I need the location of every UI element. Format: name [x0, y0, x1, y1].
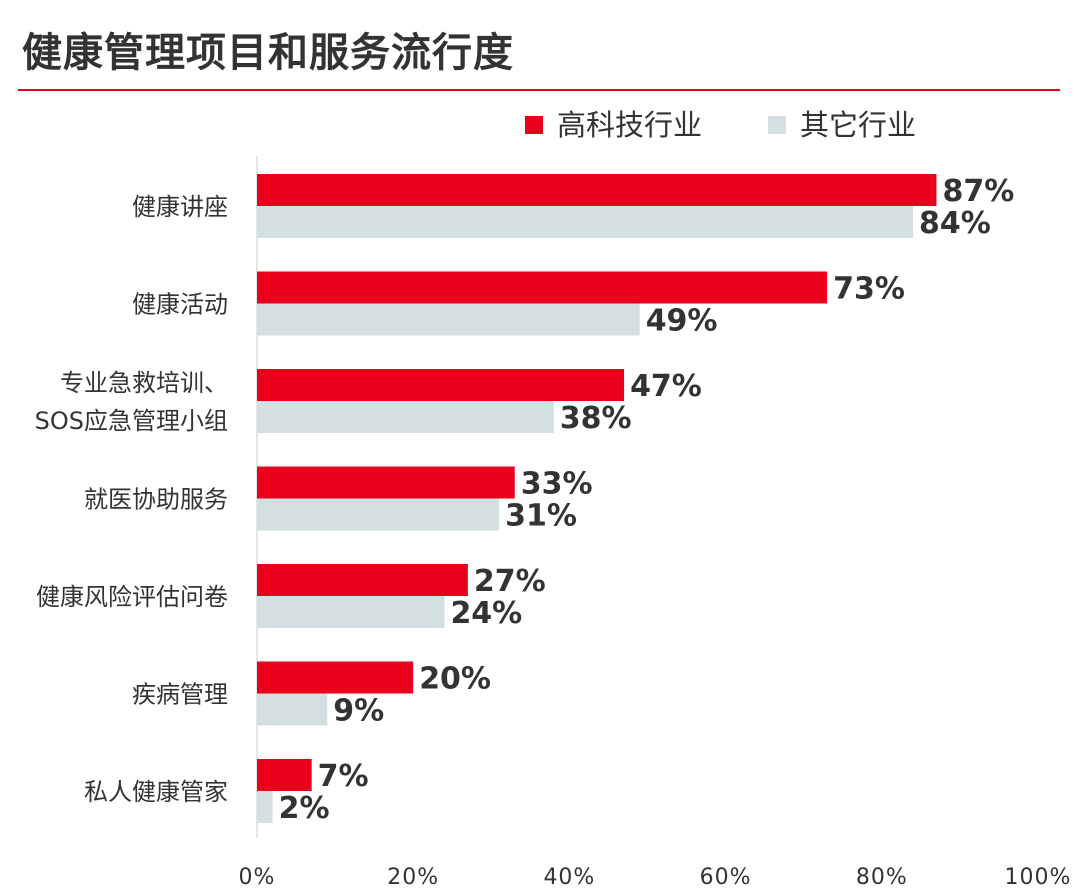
- bar-7-series-2: [257, 791, 273, 823]
- value-label-4-series-1: 33%: [521, 467, 593, 502]
- chart-title: 健康管理项目和服务流行度: [22, 30, 514, 76]
- category-label-7: 私人健康管家: [84, 778, 228, 806]
- value-label-1-series-2: 84%: [919, 206, 991, 241]
- x-tick-label-2: 20%: [387, 865, 439, 890]
- value-label-5-series-1: 27%: [474, 564, 546, 599]
- x-tick-label-1: 0%: [239, 865, 276, 890]
- value-label-1-series-1: 87%: [942, 174, 1014, 209]
- category-label-1: 健康讲座: [132, 193, 228, 221]
- value-label-7-series-1: 7%: [318, 759, 369, 794]
- value-label-4-series-2: 31%: [505, 499, 577, 534]
- bar-2-series-1: [257, 271, 828, 304]
- category-label-6: 疾病管理: [132, 681, 228, 709]
- x-tick-label-3: 40%: [543, 865, 595, 890]
- bar-5-series-1: [257, 564, 468, 596]
- value-label-7-series-2: 2%: [279, 791, 330, 826]
- category-label-3-line-2: SOS应急管理小组: [35, 407, 228, 435]
- category-label-3-line-1: 专业急救培训、: [60, 369, 228, 397]
- value-label-3-series-2: 38%: [560, 401, 632, 436]
- x-tick-label-4: 60%: [700, 865, 752, 890]
- title-divider: [18, 89, 1060, 91]
- bar-6-series-2: [257, 693, 328, 726]
- value-label-5-series-2: 24%: [450, 596, 522, 631]
- bar-6-series-1: [257, 661, 414, 694]
- bar-4-series-1: [257, 466, 515, 499]
- legend-label-1: 高科技行业: [557, 108, 702, 142]
- category-label-4: 就医协助服务: [84, 486, 228, 514]
- bar-1-series-2: [257, 206, 914, 238]
- bar-2-series-2: [257, 303, 640, 336]
- bar-5-series-2: [257, 596, 445, 628]
- bar-3-series-2: [257, 401, 554, 433]
- legend-swatch-2: [768, 116, 786, 134]
- value-label-2-series-1: 73%: [833, 272, 905, 307]
- category-label-2: 健康活动: [132, 291, 228, 319]
- category-label-5: 健康风险评估问卷: [36, 583, 228, 611]
- value-label-3-series-1: 47%: [630, 369, 702, 404]
- bar-1-series-1: [257, 174, 937, 206]
- x-tick-label-5: 80%: [856, 865, 908, 890]
- value-label-2-series-2: 49%: [646, 304, 718, 339]
- legend-label-2: 其它行业: [800, 108, 916, 142]
- bar-4-series-2: [257, 498, 500, 531]
- bar-7-series-1: [257, 759, 312, 791]
- x-tick-label-6: 100%: [1005, 865, 1072, 890]
- legend-swatch-1: [525, 116, 543, 134]
- value-label-6-series-2: 9%: [333, 694, 384, 729]
- value-label-6-series-1: 20%: [419, 662, 491, 697]
- bar-3-series-1: [257, 369, 625, 401]
